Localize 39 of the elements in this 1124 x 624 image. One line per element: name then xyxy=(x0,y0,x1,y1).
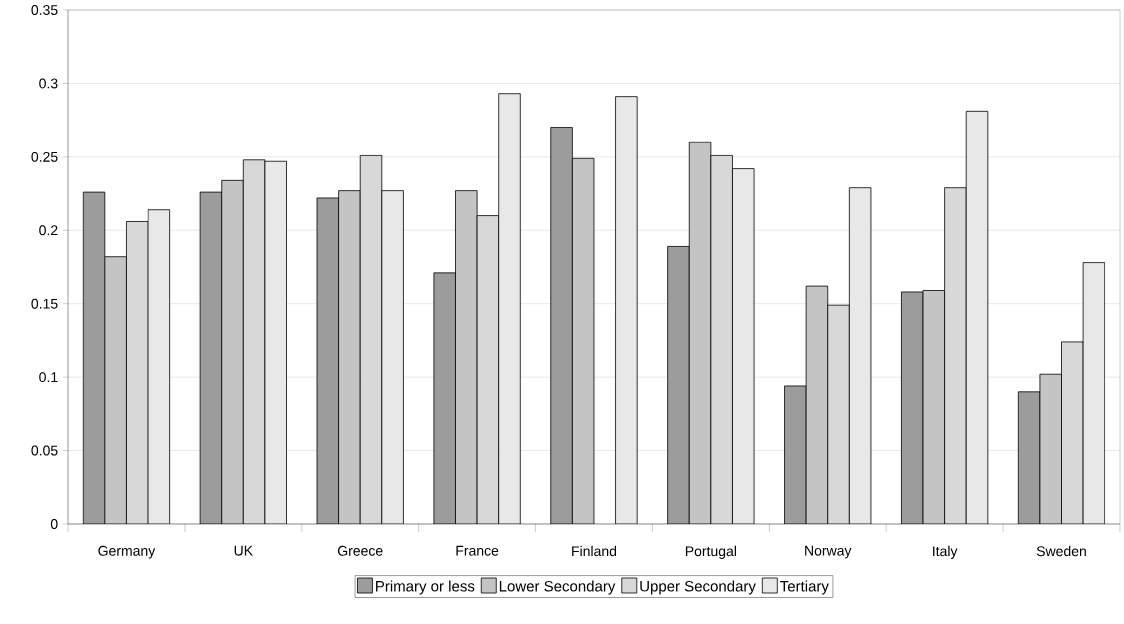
bar xyxy=(199,191,223,524)
x-tick-label: Portugal xyxy=(685,545,736,559)
y-tick-label: 0.3 xyxy=(39,78,58,89)
x-tick-label: Sweden xyxy=(1036,545,1086,557)
x-tick-label: Germany xyxy=(98,545,156,559)
bar xyxy=(381,190,404,524)
x-tick-label: Norway xyxy=(805,545,852,559)
y-tick-label: 0.05 xyxy=(31,445,58,456)
x-tick-label: France xyxy=(456,545,499,556)
y-tick-label: 0.15 xyxy=(31,298,58,309)
x-tick-label: UK xyxy=(234,545,253,556)
bar xyxy=(498,93,521,524)
bar xyxy=(433,272,456,524)
bar xyxy=(848,187,872,524)
bar xyxy=(147,209,171,524)
y-tick-label: 0 xyxy=(50,519,58,529)
x-tick-label: Finland xyxy=(572,545,617,557)
bar xyxy=(965,110,989,524)
legend-label: Primary or less xyxy=(376,580,475,595)
bar xyxy=(264,160,287,524)
y-tick-label: 0.2 xyxy=(39,225,58,236)
y-tick-label: 0.1 xyxy=(39,372,58,383)
bar xyxy=(732,168,755,524)
x-tick-label: Italy xyxy=(933,545,958,559)
legend-label: Lower Secondary xyxy=(499,580,616,595)
bar xyxy=(1082,262,1106,524)
bar xyxy=(82,191,106,524)
bar xyxy=(901,291,924,524)
x-tick-label: Greece xyxy=(337,545,383,556)
legend-label: Upper Secondary xyxy=(640,580,756,595)
y-tick-label: 0.35 xyxy=(31,5,58,15)
bar xyxy=(615,96,638,524)
bar xyxy=(316,197,340,524)
bar xyxy=(1017,391,1041,524)
y-tick-label: 0.25 xyxy=(31,151,58,162)
legend-label: Tertiary xyxy=(780,580,829,595)
bar xyxy=(784,385,807,524)
bar xyxy=(550,127,573,524)
bar xyxy=(667,246,690,524)
